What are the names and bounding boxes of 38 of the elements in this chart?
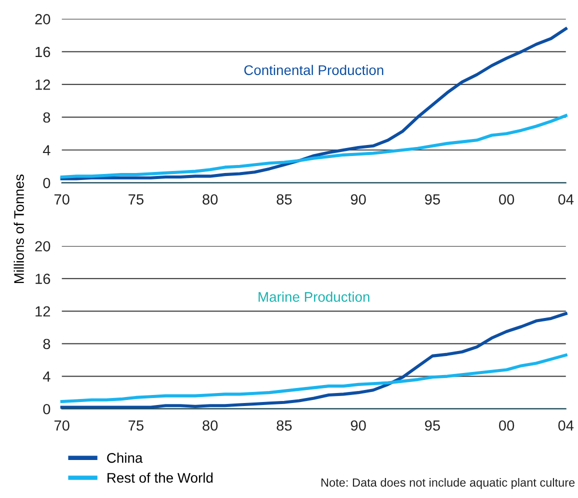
x-tick-label: 90 (350, 194, 366, 205)
y-tick-label: 12 (36, 306, 50, 316)
y-tick-label: 16 (36, 46, 50, 58)
x-tick-label: 00 (499, 194, 514, 205)
y-tick-label: 20 (35, 14, 50, 24)
legend-label: China (107, 452, 143, 463)
x-tick-label: 75 (128, 194, 144, 205)
legend-label: Rest of the World (108, 472, 213, 483)
y-tick-label: 0 (43, 178, 50, 188)
x-tick-label: 70 (54, 420, 70, 431)
x-tick-label: 70 (54, 194, 70, 205)
x-tick-label: 04 (558, 420, 574, 431)
x-tick-label: 80 (202, 420, 218, 431)
text: Marine Production (258, 292, 370, 302)
line-series (60, 312, 568, 409)
x-tick-label: 00 (499, 420, 514, 431)
y-axis-title: Millions of Tonnes (14, 174, 24, 284)
x-tick-label: 75 (128, 420, 144, 431)
x-tick-label: 90 (350, 420, 366, 431)
line-series (60, 354, 568, 404)
y-tick-label: 8 (43, 112, 50, 123)
x-tick-label: 04 (558, 194, 574, 205)
text: Note: Data does not include aquatic plant culture (321, 478, 575, 490)
x-tick-label: 80 (202, 194, 218, 205)
line-series (60, 114, 568, 179)
y-tick-label: 12 (36, 80, 50, 90)
y-tick-label: 20 (35, 241, 50, 252)
x-tick-label: 95 (425, 420, 440, 431)
y-tick-label: 0 (43, 404, 50, 414)
x-tick-label: 85 (276, 420, 292, 431)
x-tick-label: 95 (425, 194, 440, 205)
text: Continental Production (244, 64, 384, 76)
line-series (60, 27, 568, 180)
y-tick-label: 4 (42, 372, 50, 382)
y-tick-label: 8 (43, 338, 50, 350)
x-tick-label: 85 (276, 194, 292, 205)
y-tick-label: 4 (42, 145, 50, 156)
y-tick-label: 16 (36, 274, 50, 284)
